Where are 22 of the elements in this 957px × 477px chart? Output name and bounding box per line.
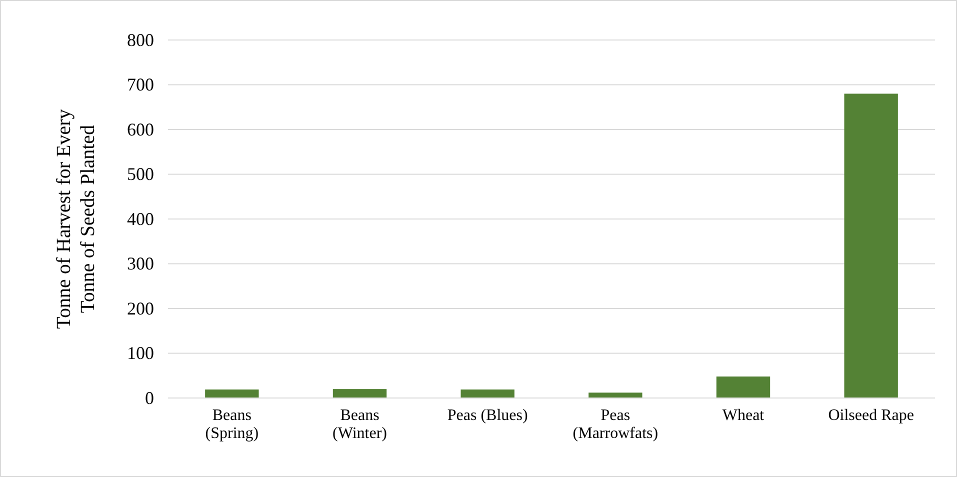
y-tick-label: 400 [127, 208, 154, 229]
y-tick-label: 0 [145, 388, 154, 408]
y-tick-label: 600 [127, 119, 154, 140]
bar [588, 392, 642, 398]
y-axis-title: Tonne of Harvest for Every Tonne of Seeds Planted [53, 109, 99, 329]
y-tick-label: 100 [127, 343, 154, 364]
y-tick-label: 300 [127, 254, 154, 274]
y-tick-label: 200 [127, 298, 154, 318]
x-tick-label: Beans (Winter) [332, 407, 387, 442]
bar [460, 389, 514, 398]
bar [844, 94, 898, 398]
bar [205, 389, 259, 398]
bar [716, 376, 770, 398]
x-tick-label: Oilseed Rape [828, 407, 914, 424]
x-tick-label: Beans (Spring) [205, 407, 259, 442]
bar [332, 389, 387, 398]
y-tick-label: 800 [127, 30, 154, 50]
y-tick-label: 700 [127, 74, 154, 95]
x-tick-label: Peas (Blues) [447, 407, 528, 424]
x-tick-label: Wheat [722, 407, 765, 424]
y-tick-label: 500 [127, 164, 154, 184]
x-tick-label: Peas (Marrowfats) [572, 407, 658, 442]
